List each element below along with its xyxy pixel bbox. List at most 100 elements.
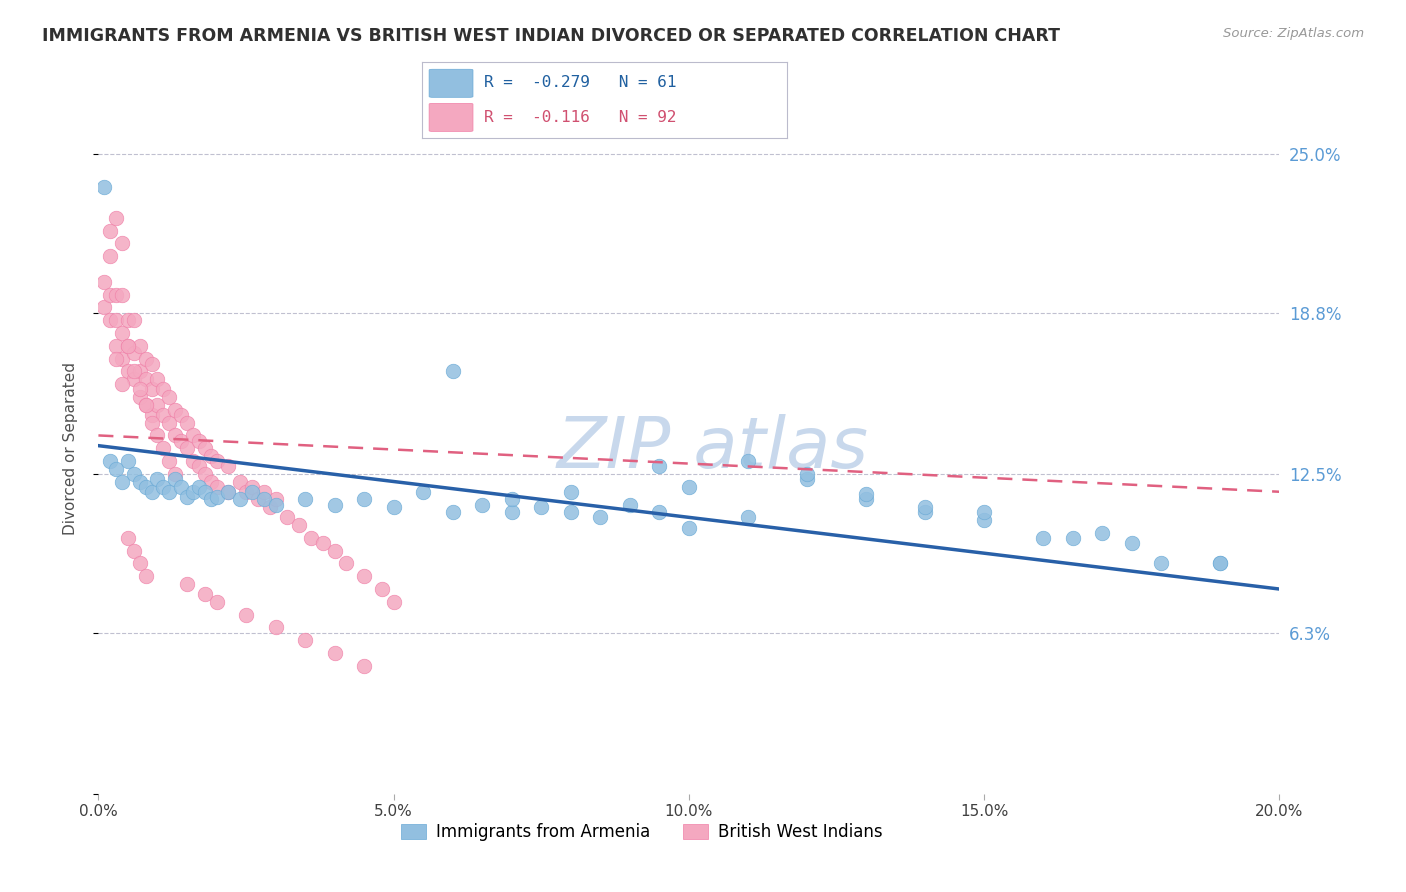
Point bbox=[205, 480, 228, 494]
Point bbox=[353, 569, 375, 583]
Point bbox=[135, 398, 157, 412]
Point bbox=[128, 557, 150, 571]
Point bbox=[299, 531, 322, 545]
Point bbox=[135, 398, 157, 412]
Point bbox=[217, 459, 239, 474]
Point bbox=[217, 484, 239, 499]
Point bbox=[323, 646, 346, 660]
Point bbox=[973, 505, 995, 519]
Point bbox=[111, 351, 134, 366]
Point bbox=[294, 492, 316, 507]
Point bbox=[240, 484, 263, 499]
Point bbox=[165, 472, 187, 486]
Point bbox=[371, 582, 394, 596]
Point bbox=[176, 577, 198, 591]
Point bbox=[152, 442, 174, 455]
Point bbox=[353, 492, 375, 507]
Point bbox=[111, 377, 134, 392]
Point bbox=[122, 467, 145, 481]
Point bbox=[1121, 536, 1143, 550]
Point bbox=[737, 454, 759, 468]
Text: R =  -0.116   N = 92: R = -0.116 N = 92 bbox=[484, 110, 676, 125]
Point bbox=[501, 505, 523, 519]
Point bbox=[288, 518, 311, 533]
Point bbox=[122, 313, 145, 327]
Point bbox=[648, 505, 671, 519]
Point bbox=[235, 484, 257, 499]
Point bbox=[141, 408, 163, 422]
Point bbox=[855, 492, 877, 507]
Point bbox=[253, 492, 276, 507]
Point bbox=[111, 326, 134, 340]
Point bbox=[122, 543, 145, 558]
Point bbox=[560, 505, 582, 519]
Point bbox=[152, 480, 174, 494]
Point bbox=[141, 416, 163, 430]
Point bbox=[122, 372, 145, 386]
Point bbox=[128, 382, 150, 396]
Point bbox=[128, 475, 150, 489]
Point bbox=[441, 364, 464, 378]
Point bbox=[323, 498, 346, 512]
Point bbox=[1209, 557, 1232, 571]
Point bbox=[914, 505, 936, 519]
Point bbox=[117, 313, 139, 327]
Point bbox=[141, 357, 163, 371]
Point bbox=[501, 492, 523, 507]
Point bbox=[105, 351, 128, 366]
Point bbox=[194, 442, 217, 455]
Point bbox=[259, 500, 281, 515]
Point bbox=[678, 480, 700, 494]
Text: Source: ZipAtlas.com: Source: ZipAtlas.com bbox=[1223, 27, 1364, 40]
Point bbox=[200, 475, 222, 489]
FancyBboxPatch shape bbox=[429, 103, 472, 131]
Point bbox=[229, 475, 252, 489]
Point bbox=[264, 498, 287, 512]
Point bbox=[152, 408, 174, 422]
Point bbox=[141, 382, 163, 396]
Point bbox=[176, 490, 198, 504]
Point bbox=[194, 467, 217, 481]
Point bbox=[157, 416, 180, 430]
Point bbox=[165, 428, 187, 442]
Point bbox=[157, 484, 180, 499]
Point bbox=[135, 569, 157, 583]
Point bbox=[530, 500, 553, 515]
Point bbox=[796, 472, 818, 486]
Point bbox=[294, 633, 316, 648]
Point bbox=[382, 500, 405, 515]
Point bbox=[382, 595, 405, 609]
Point bbox=[141, 484, 163, 499]
Point bbox=[93, 180, 115, 194]
Point bbox=[353, 658, 375, 673]
Point bbox=[128, 339, 150, 353]
Point bbox=[312, 536, 335, 550]
Point bbox=[98, 313, 121, 327]
Point bbox=[205, 595, 228, 609]
Point bbox=[170, 480, 193, 494]
Point bbox=[93, 301, 115, 315]
Point bbox=[105, 211, 128, 225]
Point bbox=[187, 434, 209, 448]
Text: IMMIGRANTS FROM ARMENIA VS BRITISH WEST INDIAN DIVORCED OR SEPARATED CORRELATION: IMMIGRANTS FROM ARMENIA VS BRITISH WEST … bbox=[42, 27, 1060, 45]
Point bbox=[122, 346, 145, 360]
Point bbox=[111, 475, 134, 489]
Point bbox=[146, 372, 169, 386]
Point bbox=[187, 480, 209, 494]
Point bbox=[1032, 531, 1054, 545]
Point bbox=[235, 607, 257, 622]
Point bbox=[412, 484, 434, 499]
Point bbox=[135, 351, 157, 366]
Point bbox=[181, 484, 204, 499]
Point bbox=[157, 390, 180, 404]
Point bbox=[1150, 557, 1173, 571]
Point bbox=[194, 587, 217, 601]
Point bbox=[1209, 557, 1232, 571]
Point bbox=[128, 390, 150, 404]
Text: ZIP atlas: ZIP atlas bbox=[557, 414, 869, 483]
Point bbox=[205, 454, 228, 468]
Point bbox=[471, 498, 494, 512]
Point bbox=[181, 428, 204, 442]
Point bbox=[276, 510, 298, 524]
Point bbox=[194, 484, 217, 499]
